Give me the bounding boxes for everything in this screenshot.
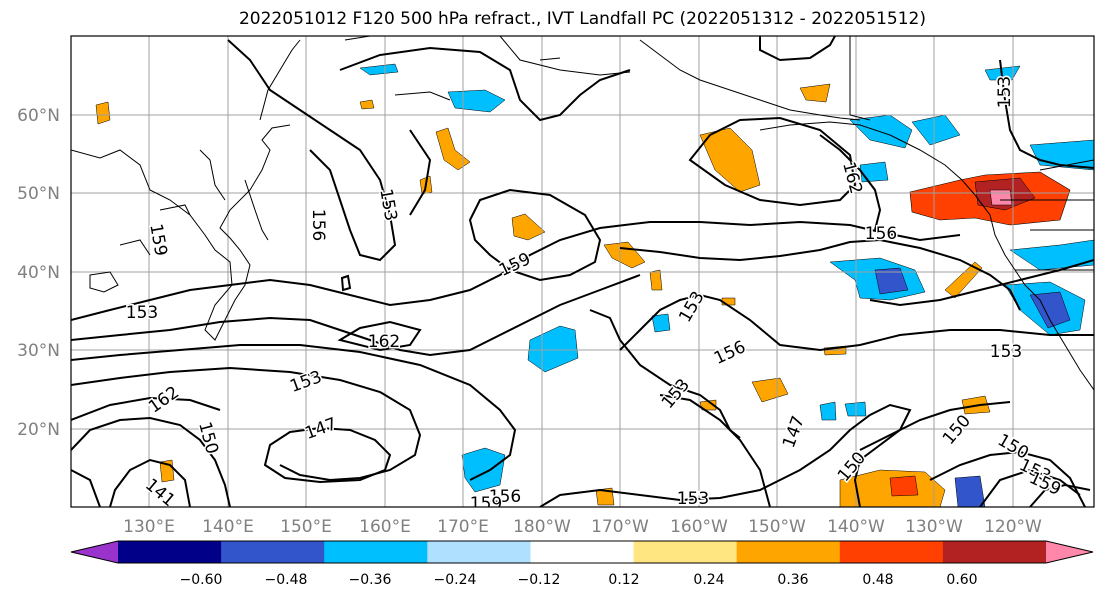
lon-label-160W: 160°W <box>670 517 728 537</box>
lon-label-140E: 140°E <box>202 517 254 537</box>
contour-label: 162 <box>368 332 400 352</box>
colorbar-tick-label: −0.48 <box>265 572 308 588</box>
map-frame <box>70 35 1095 508</box>
lat-label-20N: 20°N <box>17 420 60 440</box>
colorbar-segment <box>71 541 118 563</box>
colorbar-segment <box>1046 541 1093 563</box>
colorbar-tick-label: 0.48 <box>862 572 893 588</box>
contour-label: 162 <box>838 160 866 197</box>
colorbar-segment <box>221 541 325 563</box>
colorbar-segment <box>427 541 531 563</box>
coastlines <box>71 36 1094 391</box>
colorbar-segment <box>530 541 635 563</box>
colorbar-segment <box>839 541 944 563</box>
lat-label-50N: 50°N <box>17 184 60 204</box>
lon-label-130E: 130°E <box>123 517 175 537</box>
colorbar-tick-label: −0.36 <box>349 572 392 588</box>
colorbar-tick-label: 0.12 <box>608 572 639 588</box>
gridlines <box>71 36 1094 507</box>
lon-label-130W: 130°W <box>905 517 963 537</box>
contour-label: 156 <box>489 487 521 507</box>
colorbar: −0.60 −0.48 −0.36 −0.24 −0.12 0.12 0.24 … <box>70 540 1094 588</box>
lon-label-160E: 160°E <box>359 517 411 537</box>
lon-label-170W: 170°W <box>591 517 649 537</box>
colorbar-segment <box>118 541 222 563</box>
colorbar-tick-label: −0.12 <box>518 572 561 588</box>
colorbar-tick-label: 0.60 <box>946 572 977 588</box>
lon-label-120W: 120°W <box>984 517 1042 537</box>
colorbar-segment <box>633 541 738 563</box>
lat-label-40N: 40°N <box>17 263 60 283</box>
colorbar-segments <box>71 541 1093 563</box>
colorbar-tick-label: −0.60 <box>180 572 223 588</box>
colorbar-segment <box>324 541 428 563</box>
colorbar-segment <box>942 541 1047 563</box>
anomaly-shading <box>95 63 1094 507</box>
colorbar-ticks: −0.60 −0.48 −0.36 −0.24 −0.12 0.12 0.24 … <box>180 572 978 588</box>
contour-label: 153 <box>995 76 1015 108</box>
contour-label: 153 <box>677 489 709 509</box>
contour-label: 153 <box>126 303 158 323</box>
colorbar-segment <box>736 541 841 563</box>
map-title: 2022051012 F120 500 hPa refract., IVT La… <box>238 9 926 29</box>
lon-label-140W: 140°W <box>827 517 885 537</box>
lat-axis: 20°N 30°N 40°N 50°N 60°N <box>17 106 60 440</box>
contour-lines <box>71 36 1094 507</box>
lat-label-60N: 60°N <box>17 106 60 126</box>
colorbar-outline <box>70 540 1094 564</box>
lat-label-30N: 30°N <box>17 341 60 361</box>
colorbar-tick-label: −0.24 <box>434 572 477 588</box>
lon-label-150E: 150°E <box>280 517 332 537</box>
contour-label: 153 <box>990 342 1022 362</box>
lon-label-150W: 150°W <box>748 517 806 537</box>
contour-label: 156 <box>308 209 328 241</box>
colorbar-tick-label: 0.36 <box>777 572 808 588</box>
contour-label: 159 <box>470 494 502 514</box>
colorbar-tick-label: 0.24 <box>693 572 724 588</box>
contour-label: 156 <box>865 224 897 244</box>
lon-label-170E: 170°E <box>437 517 489 537</box>
lon-label-180W: 180°W <box>513 517 571 537</box>
lon-axis: 130°E 140°E 150°E 160°E 170°E 180°W 170°… <box>123 517 1042 537</box>
